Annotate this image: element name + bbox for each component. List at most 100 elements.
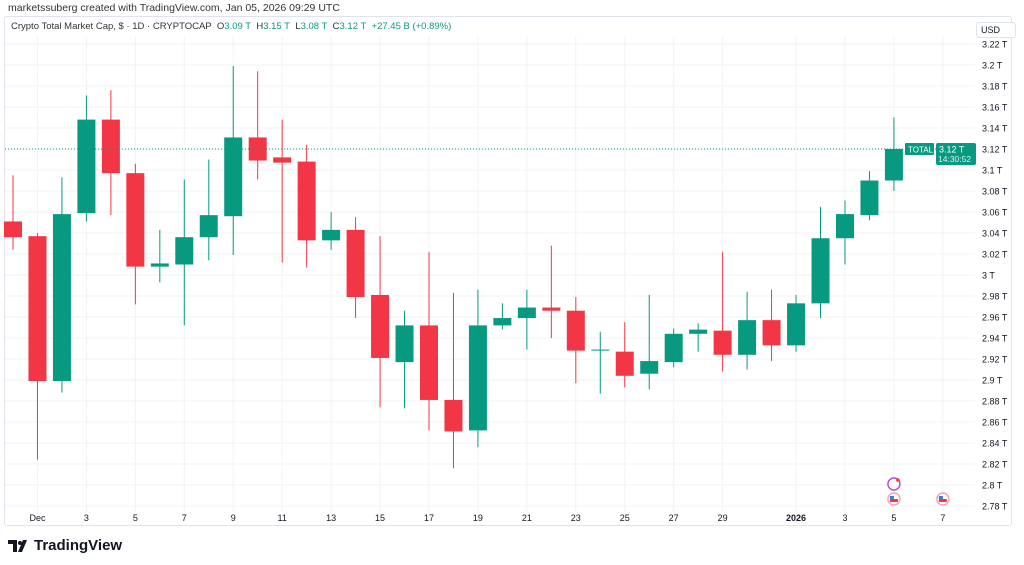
- chart-panel[interactable]: [4, 16, 1012, 526]
- candle: [542, 245, 561, 338]
- x-tick-label: 3: [842, 513, 847, 523]
- candle-body: [689, 329, 708, 334]
- x-tick-label: 7: [182, 513, 187, 523]
- y-tick-label: 2.94 T: [982, 334, 1008, 344]
- low-label: L: [295, 21, 301, 32]
- x-tick-label: 9: [231, 513, 236, 523]
- price-tag-value: 3.12 T: [939, 145, 965, 155]
- candle: [28, 233, 47, 460]
- candle: [689, 323, 708, 352]
- x-tick-label: 2026: [786, 513, 806, 523]
- candle-body: [835, 214, 854, 239]
- candle-body: [77, 119, 96, 214]
- symbol-tag-text: TOTAL: [908, 146, 934, 155]
- candle: [468, 289, 487, 448]
- x-tick-label: 7: [940, 513, 945, 523]
- candle: [273, 119, 292, 263]
- candle: [126, 163, 145, 305]
- y-tick-label: 3.18 T: [982, 82, 1008, 92]
- x-tick-label: 27: [669, 513, 679, 523]
- y-tick-label: 3 T: [982, 271, 995, 281]
- candle-body: [322, 229, 341, 241]
- candle-body: [371, 294, 390, 358]
- y-tick-label: 2.8 T: [982, 481, 1003, 491]
- x-tick-label: 13: [326, 513, 336, 523]
- y-tick-label: 2.96 T: [982, 313, 1008, 323]
- candle-body: [884, 149, 903, 181]
- candle: [224, 66, 243, 256]
- high-value: 3.15 T: [263, 21, 290, 32]
- candle: [52, 177, 71, 393]
- candle: [787, 294, 806, 352]
- candle: [811, 206, 830, 319]
- y-tick-label: 2.88 T: [982, 397, 1008, 407]
- candle-body: [224, 137, 243, 217]
- candle-body: [738, 320, 757, 355]
- candle: [322, 212, 341, 250]
- y-tick-label: 3.16 T: [982, 103, 1008, 113]
- y-tick-label: 3.06 T: [982, 208, 1008, 218]
- y-tick-label: 2.92 T: [982, 355, 1008, 365]
- candle-body: [395, 325, 414, 363]
- candle-body: [4, 221, 22, 238]
- candle-body: [787, 303, 806, 346]
- x-tick-label: 11: [277, 513, 286, 523]
- tradingview-logo: TradingView: [8, 537, 122, 554]
- candle: [175, 179, 194, 326]
- candle: [444, 292, 463, 469]
- symbol-legend: Crypto Total Market Cap, $ · 1D · CRYPTO…: [11, 21, 451, 32]
- y-tick-label: 3.12 T: [982, 145, 1008, 155]
- candlestick-chart[interactable]: 3.22 T 3.2 T 3.18 T 3.16 T 3.14 T 3.12 T 3.1 T…: [0, 0, 1024, 530]
- candle: [419, 251, 438, 431]
- y-tick-label: 3.02 T: [982, 250, 1008, 260]
- x-tick-label: 3: [84, 513, 89, 523]
- y-tick-label: 3.2 T: [982, 61, 1003, 71]
- candle: [713, 251, 732, 372]
- x-tick-label: 21: [522, 513, 532, 523]
- y-tick-label: 2.84 T: [982, 439, 1008, 449]
- tradingview-logo-icon: [8, 539, 27, 552]
- candle-body: [150, 263, 169, 267]
- candle: [371, 236, 390, 408]
- price-tag-countdown: 14:30:52: [938, 154, 971, 164]
- flag-stripes: [938, 499, 947, 502]
- symbol-tag: [905, 143, 934, 155]
- candle: [493, 303, 512, 330]
- candle: [199, 159, 218, 261]
- flag-stripes: [889, 499, 898, 502]
- x-tick-label: 15: [375, 513, 385, 523]
- x-tick-label: Dec: [29, 513, 46, 523]
- price-tag: [936, 143, 976, 165]
- change-value: +27.45 B (+0.89%): [371, 21, 452, 32]
- chart-credit: marketssuberg created with TradingView.c…: [8, 2, 340, 14]
- x-tick-label: 29: [718, 513, 728, 523]
- currency-selector[interactable]: USD: [976, 22, 1016, 38]
- candle-body: [273, 157, 292, 163]
- candle: [77, 95, 96, 222]
- candle: [762, 289, 781, 362]
- candle-body: [468, 325, 487, 431]
- candle-body: [860, 180, 879, 216]
- x-tick-label: 23: [571, 513, 581, 523]
- candle-body: [101, 119, 120, 174]
- close-value: 3.12 T: [339, 21, 367, 32]
- close-label: C: [332, 21, 340, 32]
- candle: [860, 171, 879, 221]
- y-tick-label: 3.22 T: [982, 40, 1008, 50]
- candle-body: [346, 229, 365, 298]
- x-tick-label: 25: [620, 513, 630, 523]
- candle: [517, 289, 536, 350]
- candle-body: [28, 236, 47, 382]
- y-tick-label: 2.82 T: [982, 460, 1008, 470]
- candle-body: [297, 161, 316, 241]
- candle: [835, 200, 854, 265]
- candle: [395, 310, 414, 409]
- y-tick-label: 3.04 T: [982, 229, 1008, 239]
- candle-body: [713, 330, 732, 355]
- y-tick-label: 2.9 T: [982, 376, 1003, 386]
- candle: [884, 117, 903, 191]
- open-label: O: [216, 21, 225, 32]
- legend-title: Crypto Total Market Cap, $ · 1D · CRYPTO…: [11, 21, 212, 32]
- x-tick-label: 5: [133, 513, 138, 523]
- brand-name: TradingView: [34, 537, 123, 554]
